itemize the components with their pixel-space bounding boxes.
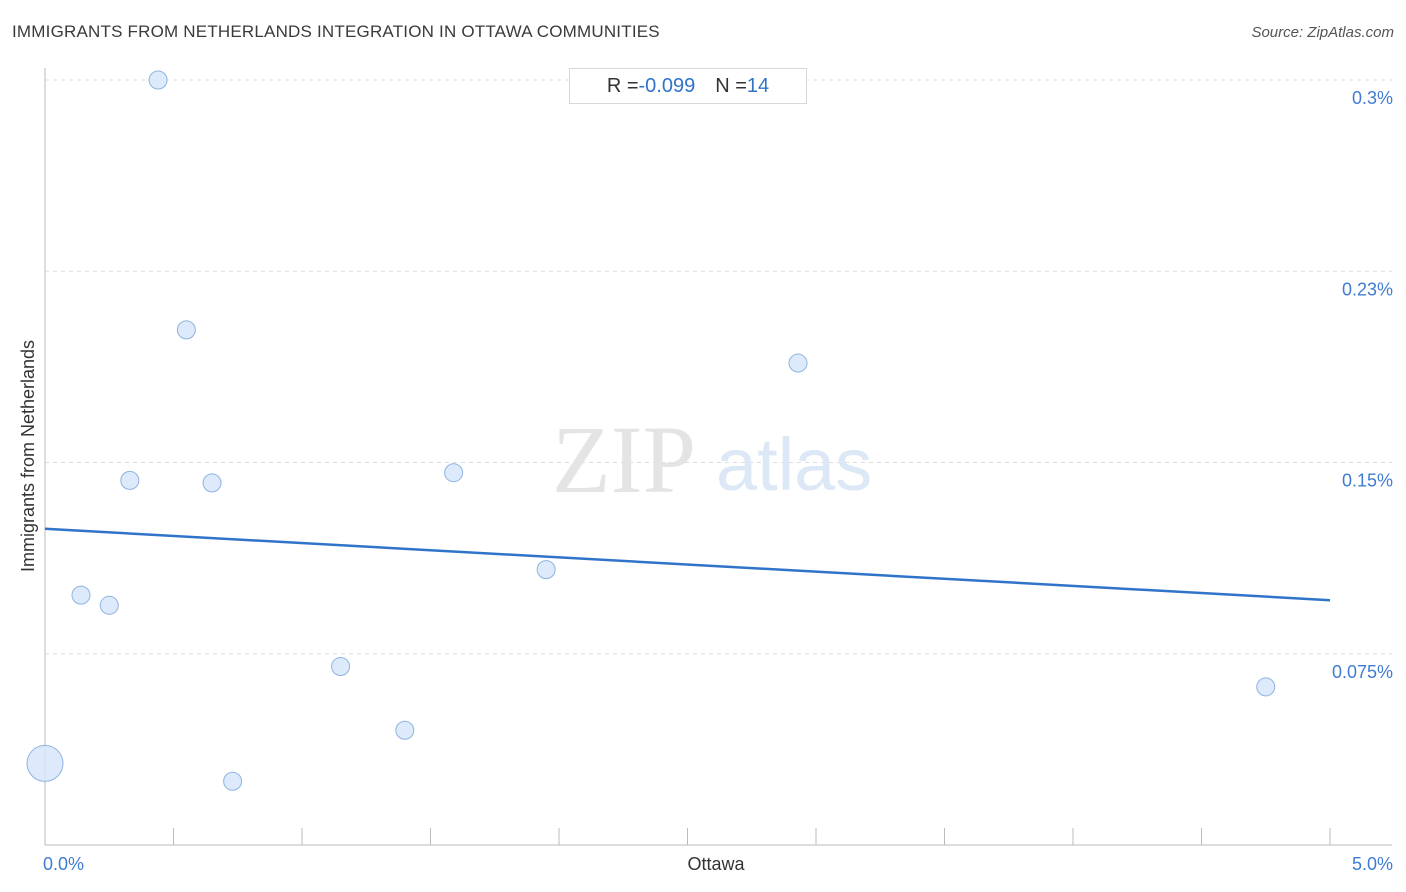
y-tick-label-1: 0.23% bbox=[1342, 279, 1393, 299]
n-label: N = bbox=[715, 74, 747, 97]
grid-lines bbox=[45, 79, 1392, 655]
r-label: R = bbox=[606, 74, 639, 97]
data-point-2 bbox=[99, 595, 119, 615]
watermark-zip: ZIP bbox=[552, 406, 696, 513]
tick-labels: 0.3% 0.23% 0.15% 0.075% 0.0% 5.0% bbox=[43, 88, 1393, 874]
data-point-8 bbox=[331, 657, 351, 676]
data-point-10 bbox=[444, 463, 464, 483]
x-axis-label: Ottawa bbox=[687, 854, 745, 874]
chart-title: IMMIGRANTS FROM NETHERLANDS INTEGRATION … bbox=[12, 22, 660, 41]
y-tick-label-0: 0.3% bbox=[1352, 88, 1393, 108]
data-point-5 bbox=[176, 320, 196, 340]
source-label: Source: ZipAtlas.com bbox=[1251, 24, 1394, 41]
data-point-13 bbox=[1256, 677, 1276, 697]
trend-line bbox=[44, 527, 1331, 602]
n-value: 14 bbox=[746, 74, 770, 97]
x-tick-label-0: 0.0% bbox=[43, 854, 84, 874]
x-tick-label-1: 5.0% bbox=[1352, 854, 1393, 874]
data-point-12 bbox=[788, 353, 808, 373]
data-points bbox=[26, 70, 1276, 791]
data-point-9 bbox=[395, 720, 415, 740]
data-point-1 bbox=[71, 585, 91, 605]
axes bbox=[44, 68, 1392, 846]
data-point-11 bbox=[536, 560, 556, 580]
data-point-6 bbox=[202, 473, 222, 493]
data-point-4 bbox=[148, 70, 168, 90]
data-point-3 bbox=[120, 470, 140, 490]
y-axis-label: Immigrants from Netherlands bbox=[18, 340, 38, 572]
y-tick-label-2: 0.15% bbox=[1342, 471, 1393, 491]
correlation-stats-box: R = -0.099 N = 14 bbox=[569, 68, 807, 104]
watermark-atlas: atlas bbox=[716, 423, 872, 506]
trend-line-group bbox=[44, 527, 1331, 602]
y-tick-label-3: 0.075% bbox=[1332, 662, 1393, 682]
r-value: -0.099 bbox=[638, 74, 696, 97]
data-point-0 bbox=[26, 744, 64, 782]
data-point-7 bbox=[223, 771, 243, 791]
watermark: ZIP atlas bbox=[552, 406, 872, 513]
